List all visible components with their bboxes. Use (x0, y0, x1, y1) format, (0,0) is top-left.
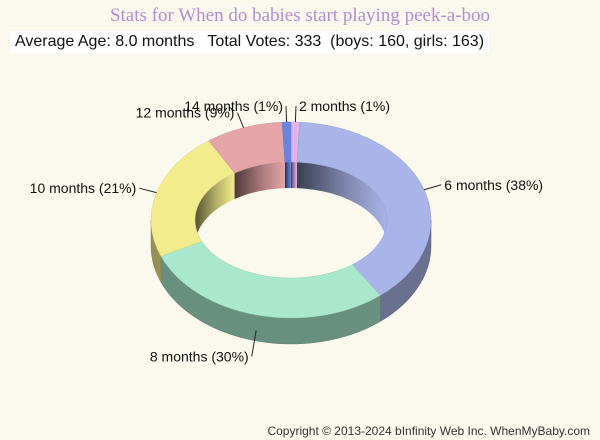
slice-label-2: 8 months (30%) (150, 348, 249, 364)
slice-inner-wall-3 (195, 173, 235, 246)
leader-line-2 (251, 330, 257, 357)
leader-line-1 (424, 184, 442, 191)
slice-inner-wall-1 (297, 162, 387, 246)
slice-1 (296, 121, 432, 296)
slice-label-3: 10 months (21%) (30, 180, 137, 196)
slice-label-0: 2 months (1%) (299, 98, 390, 114)
chart-title: Stats for When do babies start playing p… (109, 5, 491, 26)
slice-inner-wall-0 (291, 162, 298, 189)
leader-line-4 (237, 112, 245, 128)
slice-inner-wall-5 (284, 162, 291, 189)
leader-line-0 (294, 106, 297, 123)
slice-label-4: 12 months (9%) (136, 105, 235, 121)
copyright-footer: Copyright © 2013-2024 bInfinity Web Inc.… (267, 424, 590, 438)
vote-summary: Average Age: 8.0 months Total Votes: 333… (10, 31, 490, 53)
leader-line-3 (139, 187, 157, 194)
slice-5 (281, 121, 292, 163)
slice-label-5: 14 months (1%) (184, 98, 283, 114)
slice-label-1: 6 months (38%) (444, 177, 543, 193)
leader-line-5 (285, 106, 288, 123)
slice-inner-wall-4 (234, 162, 285, 200)
